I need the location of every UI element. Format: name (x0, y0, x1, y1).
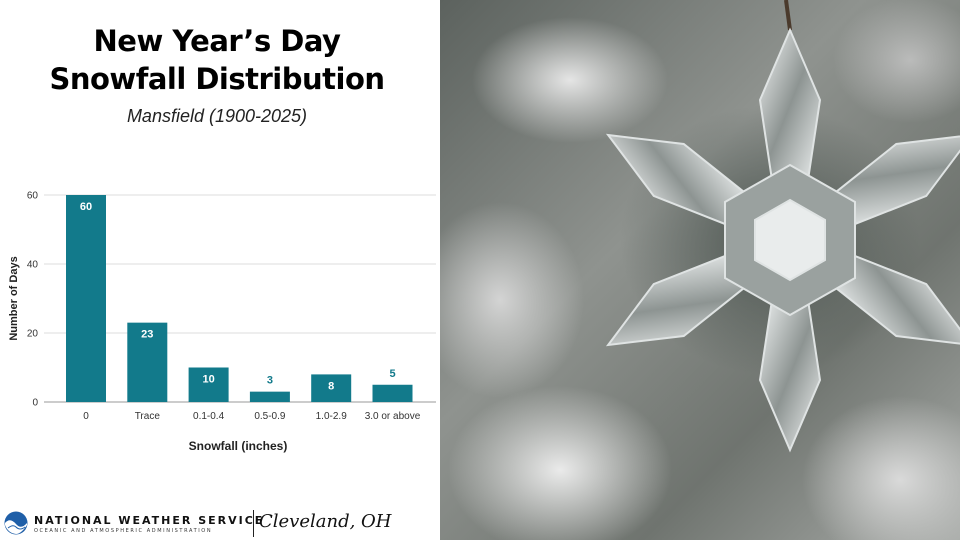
snowfall-bar-chart: 0 20 40 60 60 0 23 Trace 10 0.1-0.4 3 0.5-0.9 8 1.0-2… (8, 191, 436, 453)
title-line-2: Snowfall Distribution (49, 62, 385, 96)
data-label: 3 (267, 375, 273, 387)
data-label: 10 (202, 374, 214, 386)
agency-subtitle: OCEANIC AND ATMOSPHERIC ADMINISTRATION (34, 528, 213, 534)
x-tick-label: 3.0 or above (365, 411, 421, 422)
x-tick-label: 0.5-0.9 (254, 411, 286, 422)
agency-name: NATIONAL WEATHER SERVICE (34, 514, 265, 527)
page-subtitle: Mansfield (1900-2025) (126, 106, 308, 126)
bar (66, 195, 106, 402)
bar (127, 322, 168, 402)
y-tick-label: 0 (32, 398, 38, 409)
bar (372, 384, 413, 402)
x-tick-label: 0 (83, 411, 89, 422)
y-tick-label: 40 (27, 260, 39, 271)
footer: NATIONAL WEATHER SERVICE OCEANIC AND ATM… (0, 505, 440, 540)
data-label: 23 (141, 329, 153, 341)
title-line-1: New Year’s Day (93, 24, 341, 58)
office-name: Cleveland, OH (259, 511, 392, 532)
snowflake-ornament-icon (605, 0, 960, 453)
content-panel: New Year’s Day Snowfall Distribution Man… (0, 0, 440, 540)
data-label: 8 (328, 380, 334, 392)
snowflake-ornament-photo (440, 0, 960, 540)
data-label: 5 (389, 368, 395, 380)
bar (311, 374, 352, 402)
x-tick-label: 0.1-0.4 (193, 411, 225, 422)
y-tick-label: 60 (27, 191, 39, 202)
footer-divider (253, 510, 254, 537)
y-axis-title: Number of Days (8, 256, 20, 340)
x-tick-label: Trace (135, 411, 161, 422)
data-label: 60 (80, 201, 92, 213)
bar (249, 391, 290, 402)
x-axis-title: Snowfall (inches) (189, 439, 288, 453)
x-tick-label: 1.0-2.9 (316, 411, 348, 422)
y-tick-label: 20 (27, 329, 39, 340)
noaa-logo-icon (4, 511, 28, 535)
bar (188, 367, 229, 402)
page-title: New Year’s Day Snowfall Distribution (0, 22, 434, 98)
